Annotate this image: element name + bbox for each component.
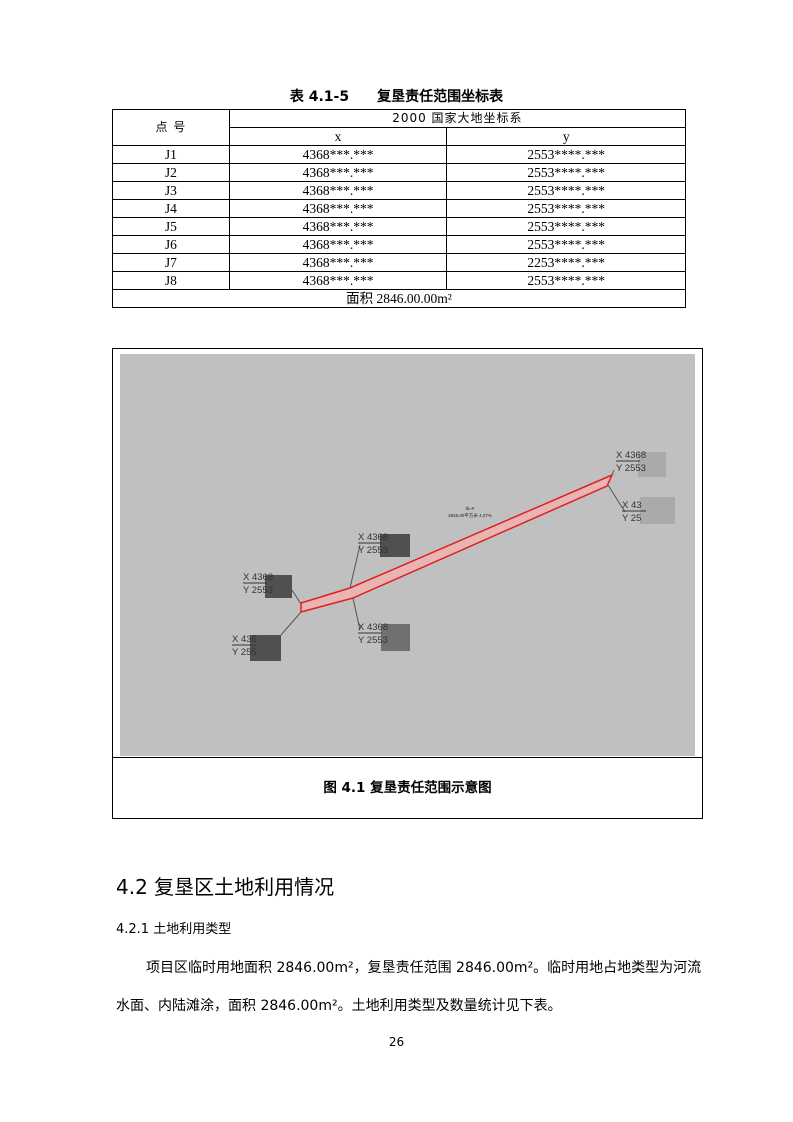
header-system: 2000 国家大地坐标系	[228, 109, 687, 128]
table-row: J2 4368***.*** 2553****.***	[112, 163, 686, 182]
cell-y: 2553****.***	[446, 163, 686, 182]
table-row: J6 4368***.*** 2553****.***	[112, 235, 686, 254]
header-point: 点 号	[112, 109, 230, 146]
header-x: x	[228, 127, 448, 146]
map-point-label: X 4368	[243, 572, 273, 583]
cell-id: J2	[112, 163, 230, 182]
map-point-label: X 43	[622, 500, 642, 511]
table-row: J4 4368***.*** 2553****.***	[112, 199, 686, 218]
table-row: J8 4368***.*** 2553****.***	[112, 271, 686, 290]
table-row: J7 4368***.*** 2253****.***	[112, 253, 686, 272]
header-y: y	[446, 127, 686, 146]
map-point-label: Y 2553	[358, 635, 388, 646]
map-point-label: X 4368	[358, 532, 388, 543]
cell-x: 4368***.***	[228, 253, 448, 272]
cell-x: 4368***.***	[228, 145, 448, 164]
cell-id: J5	[112, 217, 230, 236]
table-number: 表 4.1-5	[289, 89, 350, 105]
table-caption: 表 4.1-5 复垦责任范围坐标表	[0, 86, 793, 106]
figure-frame: X 4368 Y 2553 X 436 Y 255 X 4368 Y 2553 X 4368…	[112, 348, 703, 819]
cell-y: 2553****.***	[446, 235, 686, 254]
area-cell: 面积 2846.00.00m²	[112, 289, 686, 308]
cell-y: 2553****.***	[446, 199, 686, 218]
map-point-label: X 4368	[358, 622, 388, 633]
map-point-label: Y 2553	[616, 463, 646, 474]
cell-y: 2553****.***	[446, 181, 686, 200]
paragraph-line: 项目区临时用地面积 2846.00m²，复垦责任范围 2846.00m²。临时用…	[146, 960, 702, 976]
cell-id: J7	[112, 253, 230, 272]
cell-x: 4368***.***	[228, 181, 448, 200]
cell-y: 2553****.***	[446, 145, 686, 164]
map-point-label: Y 255	[232, 647, 257, 658]
map-point-label: X 436	[232, 634, 257, 645]
cell-id: J6	[112, 235, 230, 254]
map-center-label: tb=#	[466, 506, 475, 511]
cell-y: 2553****.***	[446, 217, 686, 236]
page-number: 26	[388, 1035, 405, 1049]
cell-id: J1	[112, 145, 230, 164]
map-center-label: 2846.00平方米 4.27%	[448, 512, 492, 519]
cell-x: 4368***.***	[228, 163, 448, 182]
section-heading: 4.2 复垦区土地利用情况	[116, 875, 335, 899]
cell-x: 4368***.***	[228, 235, 448, 254]
cell-y: 2253****.***	[446, 253, 686, 272]
table-title: 复垦责任范围坐标表	[377, 89, 504, 105]
map-point-label: Y 2553	[243, 585, 273, 596]
map-point-label: X 4368	[616, 450, 646, 461]
cell-y: 2553****.***	[446, 271, 686, 290]
cell-id: J3	[112, 181, 230, 200]
figure-caption: 图 4.1 复垦责任范围示意图	[113, 757, 702, 819]
boundary-map-image: X 4368 Y 2553 X 436 Y 255 X 4368 Y 2553 X 4368…	[120, 354, 695, 756]
subsection-heading: 4.2.1 土地利用类型	[116, 922, 232, 937]
cell-x: 4368***.***	[228, 199, 448, 218]
cell-id: J8	[112, 271, 230, 290]
map-point-label: Y 25	[622, 513, 641, 524]
map-point-label: Y 2553	[358, 545, 388, 556]
table-row: J3 4368***.*** 2553****.***	[112, 181, 686, 200]
cell-x: 4368***.***	[228, 217, 448, 236]
paragraph-line: 水面、内陆滩涂，面积 2846.00m²。土地利用类型及数量统计见下表。	[116, 998, 562, 1014]
cell-id: J4	[112, 199, 230, 218]
cell-x: 4368***.***	[228, 271, 448, 290]
table-row: J5 4368***.*** 2553****.***	[112, 217, 686, 236]
table-row: J1 4368***.*** 2553****.***	[112, 145, 686, 164]
